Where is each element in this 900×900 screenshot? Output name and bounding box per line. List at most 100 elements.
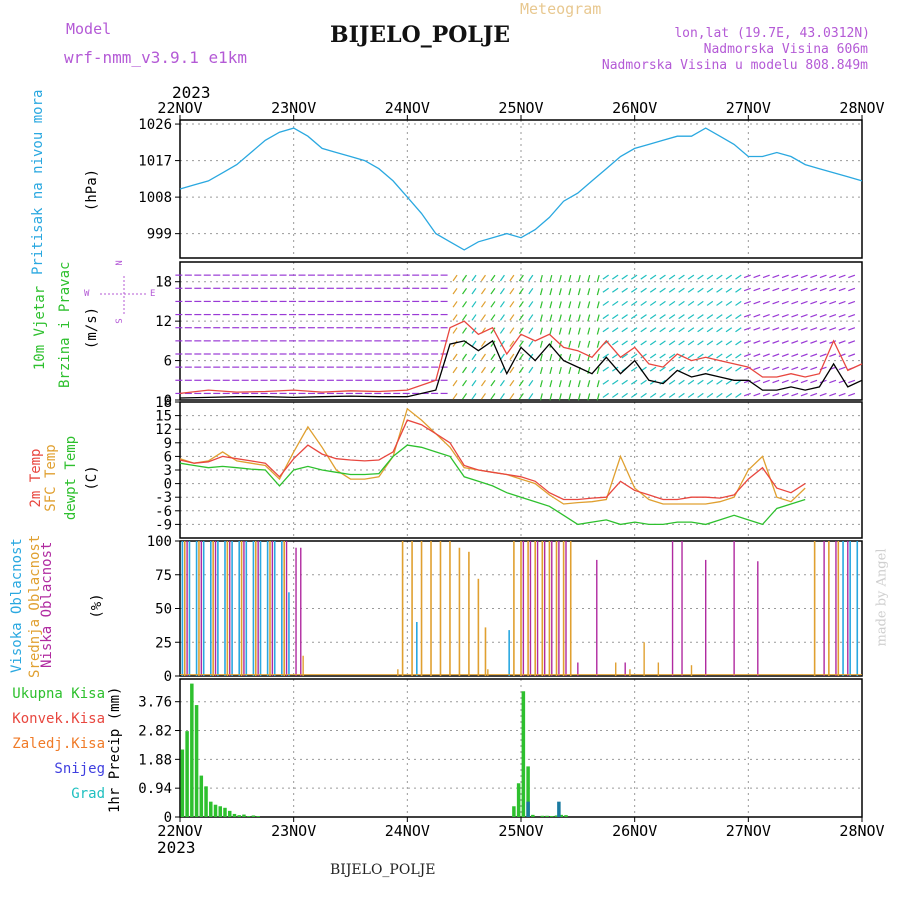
- wind-barb: [706, 379, 714, 385]
- footer-station: BIJELO_POLJE: [330, 862, 436, 878]
- wind-barb: [819, 314, 827, 318]
- wind-barb: [480, 274, 486, 282]
- x-tick-label-top: 27NOV: [726, 99, 771, 117]
- wind-barb: [602, 314, 609, 320]
- wind-barb: [587, 393, 591, 401]
- wind-barb: [659, 340, 666, 346]
- cloud-high-bar: [181, 541, 184, 676]
- precip-total-bar: [564, 815, 568, 817]
- wind-barb: [612, 392, 619, 398]
- wind-barb: [810, 340, 818, 344]
- x-tick-label-bottom: 25NOV: [498, 822, 543, 840]
- wind-barb: [848, 300, 856, 305]
- wind-barb: [716, 379, 723, 385]
- wind-barb: [518, 379, 524, 387]
- wind-barb: [725, 274, 733, 280]
- wind-barb: [462, 287, 468, 295]
- wind-barb: [549, 366, 553, 375]
- wind-barb: [462, 327, 468, 334]
- wind-barb: [697, 340, 704, 346]
- wind-barb: [678, 392, 685, 398]
- precip-hail-bar: [557, 801, 561, 817]
- wind-barb: [838, 287, 846, 292]
- x-tick-label-bottom: 22NOV: [157, 822, 202, 840]
- wind-barb: [612, 353, 619, 359]
- cloud-high-bar: [188, 541, 191, 676]
- wind-barb: [568, 288, 572, 296]
- wind-barb: [539, 366, 543, 375]
- wind-barb: [549, 380, 553, 388]
- wind-barb: [678, 379, 685, 385]
- wind-barb: [772, 287, 780, 292]
- wind-barb: [687, 274, 695, 280]
- cloud-low-bar: [757, 561, 759, 676]
- cloud-high-bar: [252, 541, 255, 676]
- wind-barb: [528, 340, 534, 347]
- wind-barb: [762, 274, 770, 279]
- temperature-ytick-label: 15: [155, 409, 172, 425]
- clouds-ytick-label: 25: [155, 635, 172, 651]
- wind-barb: [753, 327, 761, 331]
- wind-barb: [462, 314, 468, 321]
- cloud-mid-bar: [283, 541, 285, 676]
- wind-barb: [668, 353, 676, 359]
- wind-barb: [621, 327, 628, 333]
- wind-barb: [678, 300, 685, 306]
- wind-barb: [781, 327, 789, 331]
- cloud-trace-bar: [397, 669, 399, 676]
- wind-barb: [596, 340, 600, 348]
- wind-barb: [499, 301, 505, 308]
- cloud-mid-bar: [226, 541, 229, 676]
- wind-barb: [725, 340, 733, 346]
- pressure-ytick-label: 1008: [138, 190, 172, 206]
- wind-barb: [518, 340, 524, 347]
- elevation-info: Nadmorska Visina 606m: [703, 42, 868, 57]
- compass-west: W: [84, 289, 90, 299]
- precip-total-bar: [540, 815, 545, 817]
- cloud-low-bar: [835, 541, 837, 676]
- wind-barb: [716, 314, 723, 320]
- wind-barb: [612, 300, 619, 306]
- wind-barb: [819, 340, 827, 344]
- wind-barb: [452, 274, 458, 282]
- temperature-ytick-label: 0: [164, 477, 172, 493]
- precip-total-bar: [256, 816, 260, 817]
- wind-barb: [687, 353, 695, 359]
- wind-barb: [452, 327, 458, 334]
- wind-barb: [549, 314, 553, 322]
- wind-barb: [716, 340, 723, 346]
- precip-ytick-label: 1.88: [138, 752, 172, 768]
- wind-barb: [490, 353, 496, 361]
- wind-barb: [587, 340, 591, 348]
- cloud-low-bar: [558, 541, 560, 676]
- wind-barb: [772, 366, 780, 371]
- wind-barb: [549, 288, 553, 296]
- precip-total-bar: [213, 804, 218, 817]
- wind-barb: [735, 392, 742, 398]
- wind-barb: [480, 393, 486, 400]
- wind-barb: [819, 300, 827, 305]
- wind-barb: [621, 300, 628, 306]
- cloud-low-bar: [551, 541, 553, 676]
- wind-barb: [471, 353, 477, 361]
- wind-barb: [612, 379, 619, 385]
- wind-barb: [649, 353, 657, 359]
- wind-barb: [848, 287, 856, 292]
- wind-barb: [499, 393, 505, 400]
- wind-barb: [509, 327, 515, 334]
- wind-barb: [829, 379, 837, 384]
- wind-barb: [640, 392, 647, 398]
- wind-barb: [596, 288, 600, 296]
- wind-barb: [762, 327, 770, 331]
- wind-barb: [743, 340, 751, 344]
- wind-barb: [668, 379, 676, 385]
- wind-barb: [509, 353, 515, 361]
- wind-barb: [568, 327, 572, 335]
- wind-barb: [490, 274, 496, 282]
- wind-barb: [568, 353, 572, 361]
- precip-total-bar: [204, 786, 208, 817]
- wind-barb: [480, 353, 486, 361]
- temperature-ytick-label: 6: [164, 449, 172, 465]
- cloud-low-bar: [577, 662, 579, 676]
- precip-legend-conv: Konvek.Kisa: [12, 711, 105, 727]
